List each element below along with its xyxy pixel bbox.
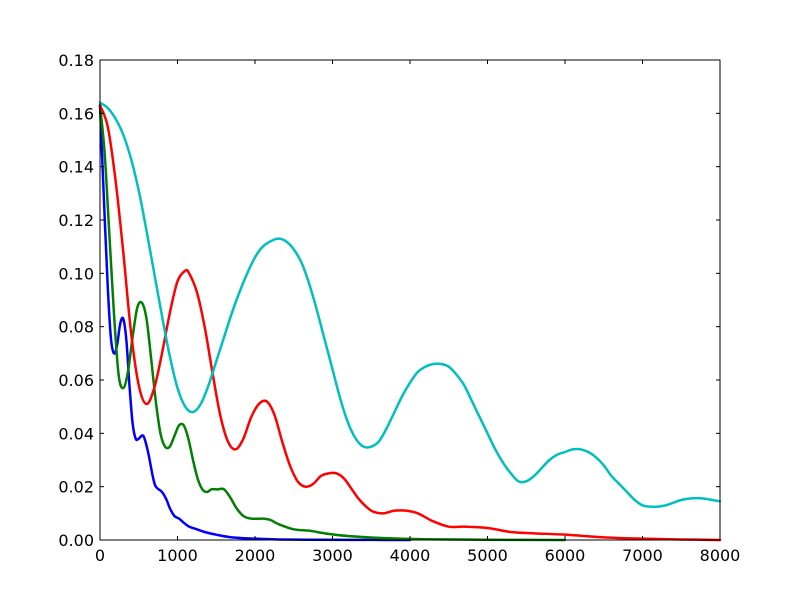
x-tick-label: 0	[95, 546, 105, 565]
x-tick-label: 5000	[467, 546, 508, 565]
y-tick-label: 0.04	[58, 424, 94, 443]
y-tick-label: 0.14	[58, 158, 94, 177]
series-layer	[98, 101, 722, 542]
y-tick-label: 0.08	[58, 318, 94, 337]
series-line-3	[98, 104, 722, 542]
y-tick-label: 0.12	[58, 211, 94, 230]
y-tick-label: 0.00	[58, 531, 94, 550]
x-tick-label: 7000	[622, 546, 663, 565]
y-tick-label: 0.16	[58, 104, 94, 123]
x-tick-label: 4000	[390, 546, 431, 565]
y-tick-label: 0.18	[58, 51, 94, 70]
x-tick-label: 6000	[545, 546, 586, 565]
x-tick-label: 8000	[700, 546, 741, 565]
x-tick-label: 3000	[312, 546, 353, 565]
series-line-4	[98, 101, 722, 509]
x-tick-label: 1000	[157, 546, 198, 565]
x-tick-label: 2000	[235, 546, 276, 565]
y-tick-label: 0.06	[58, 371, 94, 390]
plot-frame	[99, 59, 721, 541]
series-line-2	[98, 104, 567, 542]
plot-area	[100, 60, 720, 540]
y-tick-label: 0.02	[58, 478, 94, 497]
y-tick-label: 0.10	[58, 264, 94, 283]
tick-label-layer: 0 1000 2000 3000 4000 5000 6000 7000 8000 0.00 0.0…	[58, 51, 740, 565]
